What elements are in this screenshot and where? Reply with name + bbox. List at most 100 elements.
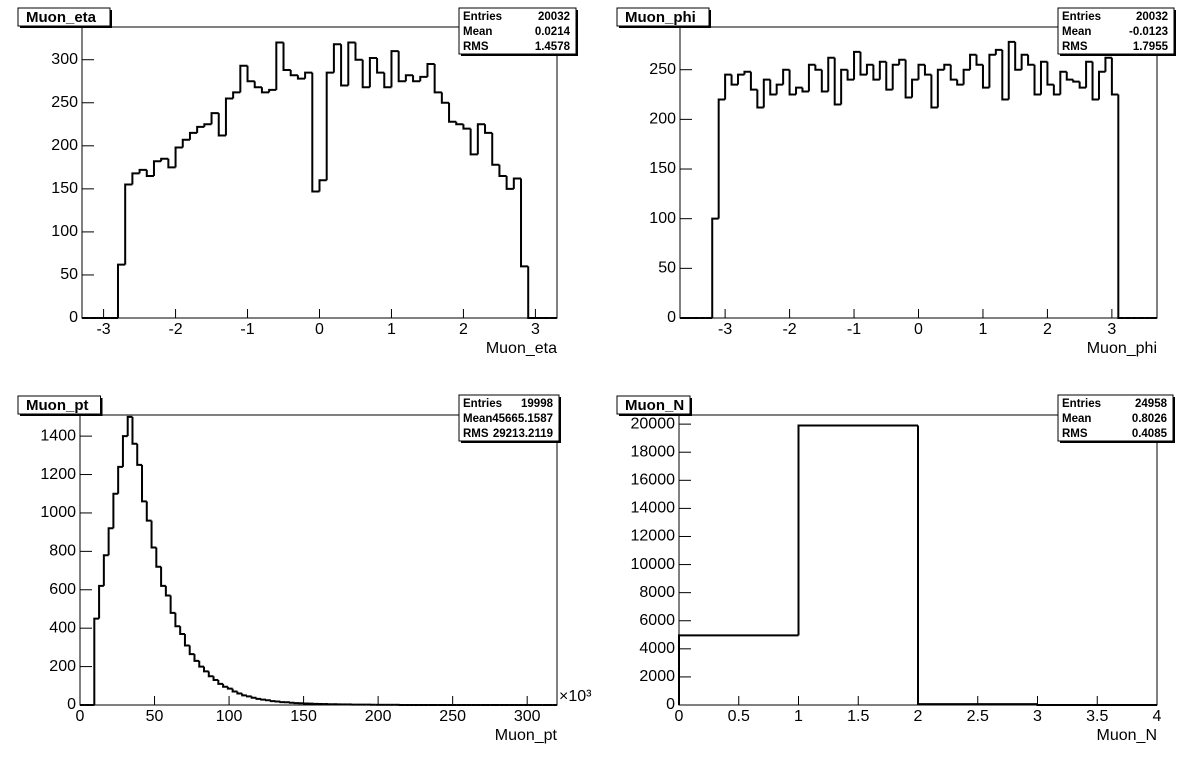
- histogram-bin: [762, 78, 771, 108]
- y-tick-label: 14000: [631, 500, 676, 517]
- histogram-bin: [749, 71, 758, 91]
- histogram-bin: [253, 81, 262, 89]
- histogram-bin: [198, 660, 205, 668]
- stats-value: 29213.2119: [493, 428, 553, 440]
- stats-box: [458, 7, 577, 55]
- y-tick-label: 1000: [40, 504, 76, 521]
- histogram-bin: [930, 74, 938, 109]
- histogram-bin: [397, 51, 406, 83]
- histogram-bin: [949, 64, 958, 81]
- histogram-bin: [354, 42, 363, 61]
- x-axis-title: Muon_eta: [486, 340, 557, 357]
- stats-label: RMS: [1062, 428, 1088, 440]
- histogram-bin: [491, 132, 500, 166]
- histogram-bin: [332, 43, 342, 73]
- histogram-bin: [174, 612, 181, 628]
- histogram-bin: [1072, 79, 1080, 83]
- y-tick-label: 250: [649, 61, 676, 78]
- stats-label: RMS: [1062, 41, 1088, 53]
- histogram-bin: [917, 425, 1038, 706]
- x-tick-label: 3: [1107, 321, 1116, 338]
- histogram-bin: [807, 63, 816, 92]
- y-tick-label: 8000: [639, 584, 675, 601]
- histogram-bin: [275, 41, 284, 90]
- stats-label: Mean: [463, 26, 492, 38]
- plot-frame: [79, 414, 558, 706]
- histogram-bin: [833, 57, 842, 106]
- histogram-bin: [885, 61, 893, 91]
- histogram-bin: [141, 464, 147, 503]
- x-tick-label: 150: [290, 708, 317, 725]
- histogram-bin: [155, 547, 162, 568]
- x-tick-label: 1: [387, 321, 396, 338]
- x-tick-label: 2: [459, 321, 468, 338]
- histogram-bin: [325, 71, 334, 181]
- x-tick-label: 2.5: [967, 708, 989, 725]
- histogram-bin: [145, 169, 154, 177]
- histogram-bin: [232, 91, 241, 99]
- histogram-bin: [160, 566, 166, 587]
- histogram-bin: [801, 87, 809, 93]
- histogram-bin: [260, 87, 270, 94]
- histogram-bin: [279, 701, 286, 704]
- x-tick-label: 0: [914, 321, 923, 338]
- histogram-bin: [412, 75, 421, 83]
- histogram-bin: [962, 68, 971, 85]
- histogram-bin: [1007, 40, 1016, 100]
- histogram-bin: [124, 183, 133, 265]
- histogram-bin: [188, 131, 198, 140]
- y-tick-label: 150: [51, 180, 78, 197]
- histogram-bin: [865, 63, 874, 75]
- stats-value: 45665.1587: [492, 413, 553, 425]
- histogram-bin: [943, 63, 951, 70]
- title: Muon_pt: [26, 397, 88, 414]
- histogram-bin: [107, 527, 114, 556]
- stats-label: Mean: [463, 413, 492, 425]
- histogram-bin: [498, 164, 507, 177]
- histogram-bin: [1097, 70, 1106, 100]
- histogram-bin: [737, 73, 745, 85]
- histogram-bin: [782, 68, 790, 85]
- histogram-bin: [383, 72, 392, 89]
- histogram-bin: [212, 676, 219, 682]
- histogram-bin: [859, 51, 867, 76]
- histogram-bin: [512, 177, 522, 189]
- histogram-bin: [93, 617, 100, 705]
- histogram-bin: [1078, 81, 1087, 89]
- x-tick-label: 1.5: [847, 708, 869, 725]
- histogram-bin: [289, 70, 298, 77]
- x-tick-label: -3: [718, 321, 732, 338]
- histogram-bin: [994, 48, 1003, 55]
- histogram-bin: [203, 666, 209, 673]
- histogram-bin: [455, 121, 464, 126]
- histogram-bin: [769, 79, 777, 96]
- stats-box: [1057, 394, 1174, 442]
- histogram-bin: [174, 146, 183, 168]
- title-box: [616, 7, 710, 27]
- stats-label: Mean: [1062, 26, 1091, 38]
- histogram-bin: [1001, 49, 1009, 101]
- histogram-bin: [898, 58, 906, 65]
- stats-value: 20032: [1136, 11, 1168, 23]
- histogram-bin: [923, 64, 932, 76]
- y-tick-label: 100: [649, 210, 676, 227]
- y-tick-label: 50: [658, 260, 676, 277]
- histogram-bin: [484, 124, 493, 134]
- y-tick-label: 0: [666, 696, 675, 713]
- histogram-bin: [131, 416, 138, 445]
- histogram-bin: [167, 158, 176, 169]
- histogram-bin: [183, 633, 190, 647]
- stats-value: 1.7955: [1133, 41, 1169, 53]
- histogram-bin: [311, 72, 320, 193]
- histogram-bin: [462, 124, 471, 130]
- y-tick-label: 200: [49, 658, 76, 675]
- histogram-bin: [917, 63, 925, 80]
- title-box: [616, 395, 691, 415]
- histogram-bin: [390, 50, 399, 88]
- histogram-bin: [730, 74, 739, 86]
- x-tick-label: 2: [914, 708, 923, 725]
- stats-box: [1057, 7, 1175, 55]
- y-tick-label: 2000: [639, 668, 675, 685]
- title: Muon_phi: [625, 9, 696, 26]
- y-tick-label: 18000: [631, 443, 676, 460]
